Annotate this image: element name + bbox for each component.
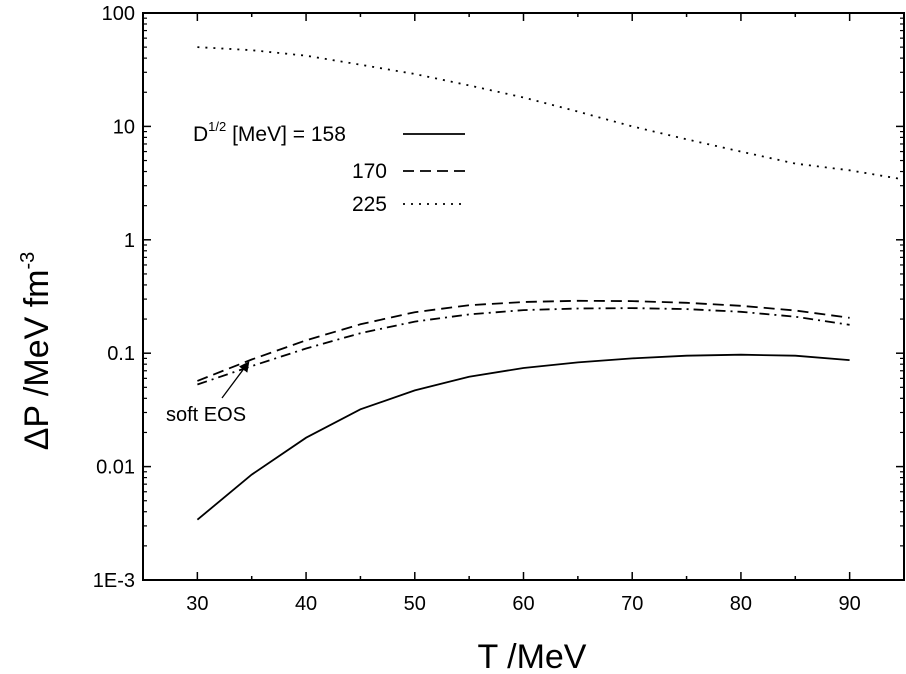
x-tick-label: 70 [621,593,643,615]
series-line-158 [196,353,850,521]
x-axis-title: T /MeV [478,638,587,674]
y-tick-label: 10 [113,116,135,138]
y-tick-label: 100 [102,3,135,25]
annotation-arrow [221,361,250,399]
y-tick-label: 1E-3 [93,570,135,592]
x-tick-label: 50 [404,593,426,615]
y-axis-title-main: ΔP /MeV fm [18,270,56,451]
series-line-225 [197,46,905,181]
x-tick-label: 90 [839,593,861,615]
plot-frame [142,12,905,581]
x-tick-label: 40 [295,593,317,615]
legend-title-rest: [MeV] = 158 [226,123,346,146]
legend: D1/2 [MeV] = 158 170 225 [193,119,465,216]
annotation-soft-eos: soft EOS [166,404,246,426]
legend-label-170: 170 [352,160,387,183]
legend-title-main: D [193,123,208,146]
y-axis-title-exponent: -3 [17,252,39,270]
x-tick-label: 80 [730,593,752,615]
x-tick-label: 30 [186,593,208,615]
annotations: soft EOS [166,361,250,426]
x-tick-label: 60 [512,593,534,615]
legend-title-exponent: 1/2 [208,119,226,134]
y-axis-title: ΔP /MeV fm-3 [17,252,56,451]
y-tick-label: 0.01 [96,457,135,479]
y-tick-label: 1 [124,230,135,252]
legend-label-225: 225 [352,193,387,216]
plot-lines [196,46,905,521]
legend-title: D1/2 [MeV] = 158 [193,119,346,146]
axis-ticks: 30 40 50 60 70 80 90 1E-3 0.01 0.1 1 10 100 [93,3,905,615]
series-line-soft-eos [197,307,850,386]
y-tick-label: 0.1 [107,343,135,365]
